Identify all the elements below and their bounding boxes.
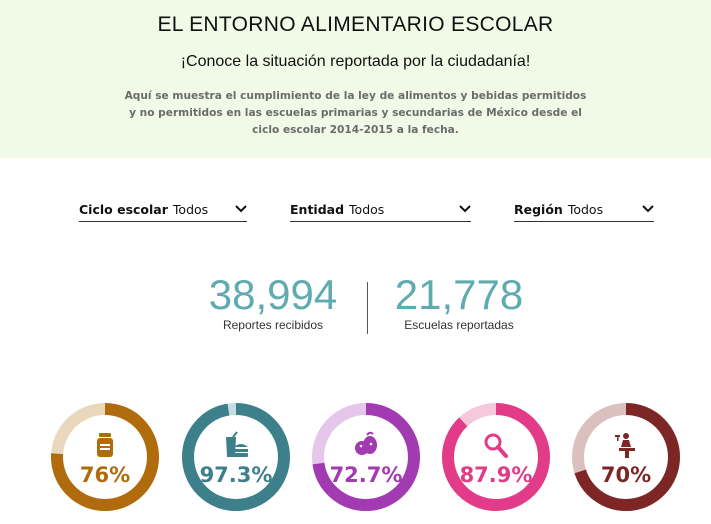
filter-ciclo-escolar[interactable]: Ciclo escolar Todos bbox=[79, 197, 247, 222]
filter-value: Todos bbox=[349, 201, 385, 217]
stats-divider bbox=[367, 282, 368, 334]
filter-region[interactable]: Región Todos bbox=[514, 197, 654, 222]
schools-label: Escuelas reportadas bbox=[404, 318, 514, 332]
schools-count: 21,778 bbox=[394, 271, 524, 318]
filter-label: Ciclo escolar bbox=[79, 201, 168, 217]
page-title: EL ENTORNO ALIMENTARIO ESCOLAR bbox=[157, 13, 554, 36]
page-description: Aquí se muestra el cumplimiento de la le… bbox=[124, 90, 587, 136]
gauge-percent: 72.7% bbox=[329, 463, 403, 487]
filter-label: Región bbox=[514, 201, 563, 217]
fruits-icon bbox=[355, 431, 377, 455]
gauge-ring bbox=[572, 403, 680, 511]
magnifier-icon bbox=[484, 433, 508, 458]
gauge-ring bbox=[51, 403, 159, 511]
gauge-ring bbox=[182, 403, 290, 511]
gauge-food[interactable]: 76% bbox=[49, 401, 161, 513]
gauge-percent: 76% bbox=[79, 463, 131, 487]
filter-value: Todos bbox=[172, 201, 209, 217]
reports-count: 38,994 bbox=[208, 271, 338, 318]
gauge-fast-food[interactable]: 97.3% bbox=[180, 401, 292, 513]
gauge-percent: 70% bbox=[600, 463, 652, 487]
gauge-ring bbox=[312, 403, 420, 511]
filter-entidad[interactable]: Entidad Todos bbox=[290, 197, 471, 222]
gauge-percent: 87.9% bbox=[459, 463, 533, 487]
chevron-down-icon bbox=[459, 205, 471, 213]
chevron-down-icon bbox=[642, 205, 654, 213]
filter-label: Entidad bbox=[290, 201, 345, 217]
food-jar-icon bbox=[97, 433, 113, 457]
gauge-percent: 97.3% bbox=[199, 463, 273, 487]
gauge-ring bbox=[442, 403, 550, 511]
gauge-water[interactable]: 70% bbox=[570, 401, 682, 513]
filter-value: Todos bbox=[567, 201, 604, 217]
chevron-down-icon bbox=[235, 205, 247, 213]
water-fountain-icon bbox=[615, 433, 635, 458]
reports-label: Reportes recibidos bbox=[222, 318, 324, 332]
stat-escuelas: 21,778 Escuelas reportadas bbox=[369, 271, 549, 333]
gauge-inspection[interactable]: 87.9% bbox=[440, 401, 552, 513]
stat-reportes: 38,994 Reportes recibidos bbox=[183, 271, 363, 333]
fast-food-icon bbox=[226, 431, 248, 457]
hero-banner: EL ENTORNO ALIMENTARIO ESCOLAR ¡Conoce l… bbox=[0, 0, 711, 158]
gauge-fruits[interactable]: 72.7% bbox=[310, 401, 422, 513]
page-subtitle: ¡Conoce la situación reportada por la ci… bbox=[180, 53, 531, 70]
